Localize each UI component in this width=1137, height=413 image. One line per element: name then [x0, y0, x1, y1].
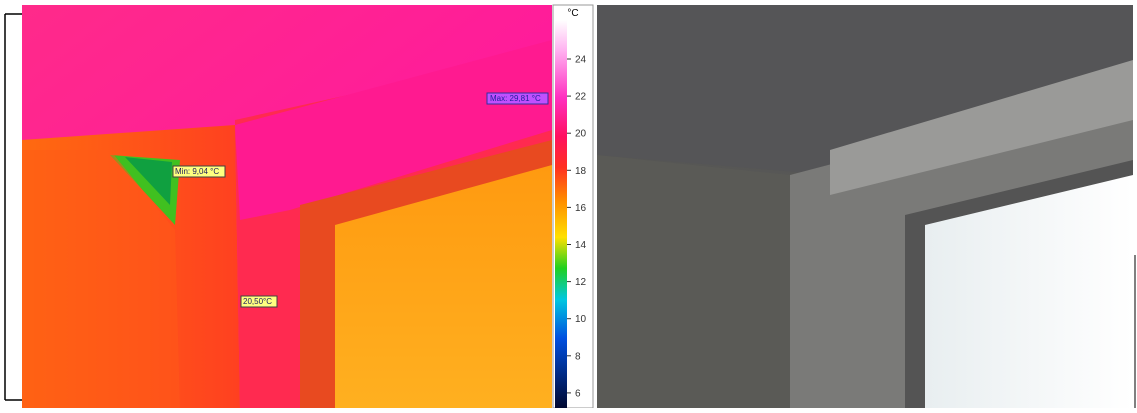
page: Max: 29,81 °C Min: 9,04 °C 20,50°C °C 24… — [0, 0, 1137, 408]
scale-tick-label: 16 — [575, 203, 587, 214]
min-label: Min: 9,04 °C — [175, 167, 219, 176]
thermal-image — [22, 5, 552, 408]
max-label: Max: 29,81 °C — [490, 94, 541, 103]
scale-tick-label: 6 — [575, 388, 581, 399]
scale-tick-label: 24 — [575, 55, 587, 66]
color-scale: °C 24 22 20 18 16 14 12 10 8 6 — [553, 5, 593, 408]
scale-tick-label: 8 — [575, 351, 581, 362]
scale-unit: °C — [567, 8, 578, 19]
scale-tick-label: 20 — [575, 129, 587, 140]
visual-photo — [597, 5, 1133, 408]
scale-tick-label: 14 — [575, 240, 587, 251]
spot-label: 20,50°C — [243, 297, 272, 306]
scale-tick-label: 22 — [575, 92, 587, 103]
scale-tick-label: 12 — [575, 277, 587, 288]
scale-tick-label: 18 — [575, 166, 587, 177]
scale-tick-label: 10 — [575, 314, 587, 325]
screenshot: Max: 29,81 °C Min: 9,04 °C 20,50°C °C 24… — [0, 0, 1137, 408]
scale-bar — [555, 20, 567, 408]
